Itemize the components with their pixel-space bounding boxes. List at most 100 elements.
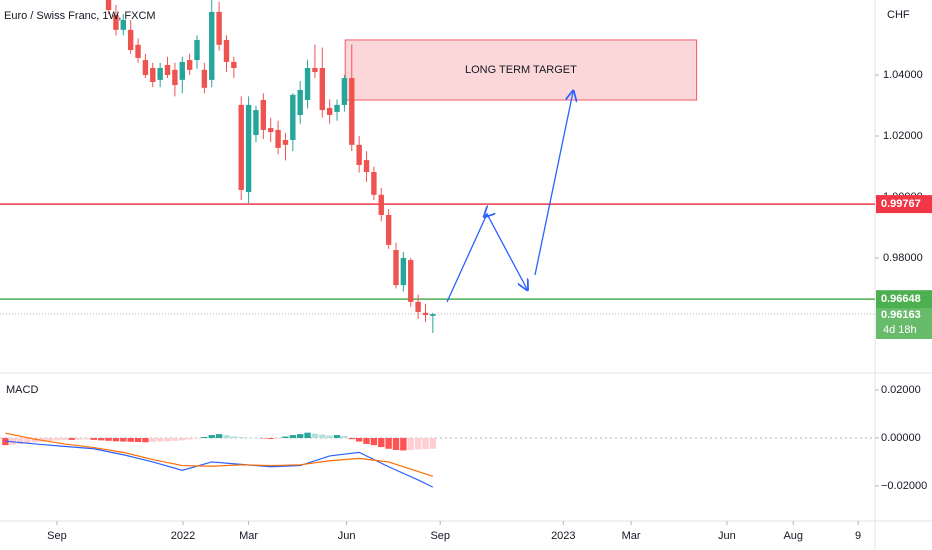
target-zone [344, 39, 698, 101]
candle-body [275, 129, 281, 148]
x-tick-label: Aug [783, 530, 803, 542]
histogram-bar [326, 435, 333, 438]
histogram-bar [68, 437, 75, 440]
histogram-bar [282, 436, 289, 438]
y-tick-label: 0.98000 [883, 252, 923, 264]
x-tick-label: Jun [718, 530, 736, 542]
histogram-bar [201, 437, 208, 438]
histogram-bar [16, 437, 24, 445]
histogram-bar [296, 434, 304, 438]
histogram-bar [171, 437, 179, 441]
histogram-bar [422, 437, 429, 449]
candle-body [157, 67, 163, 80]
candle-body [393, 250, 399, 286]
histogram-bar [274, 437, 282, 439]
histogram-bar [341, 436, 348, 438]
histogram-bar [186, 437, 193, 440]
candle-body [245, 104, 252, 193]
forecast-arrow [534, 92, 573, 276]
histogram-bar [348, 437, 355, 440]
histogram-bar [400, 437, 407, 451]
candle-body [194, 39, 200, 61]
chart-title: Euro / Swiss Franc, 1W, FXCM [4, 10, 156, 22]
histogram-bar [105, 437, 112, 441]
y-axis-label: CHF [887, 9, 910, 21]
price-label: 0.96648 [881, 293, 921, 305]
histogram-bar [385, 437, 392, 449]
candle-body [260, 100, 267, 130]
histogram-bar [156, 437, 164, 442]
histogram-bar [355, 437, 363, 442]
candle-body [113, 14, 119, 30]
candle-body [400, 257, 407, 286]
candle-body [378, 194, 384, 215]
histogram-bar [319, 434, 326, 438]
candle-body [231, 61, 237, 68]
candle-body [150, 67, 156, 83]
last-price-box [876, 305, 932, 339]
histogram-bar [46, 437, 53, 441]
target-label: LONG TERM TARGET [465, 64, 577, 76]
histogram-bar [179, 437, 186, 441]
candle-body [341, 78, 348, 105]
histogram-bar [164, 437, 171, 442]
candle-body [282, 139, 289, 145]
candle-body [304, 67, 311, 101]
price-label: 0.99767 [881, 198, 921, 210]
candle-body [105, 0, 112, 11]
histogram-bar [134, 437, 142, 443]
y2-tick-label: 0.02000 [881, 384, 921, 396]
candle-body [415, 301, 421, 312]
candle-body [356, 144, 362, 165]
price-label-box [876, 290, 932, 309]
candle-body [209, 11, 215, 80]
histogram-bar [142, 437, 149, 443]
histogram-bar [363, 437, 370, 444]
candle-body [268, 128, 274, 133]
histogram-bar [208, 435, 215, 438]
histogram-bar [230, 436, 238, 438]
histogram-bar [333, 435, 341, 438]
candle-body [179, 61, 185, 80]
histogram-bar [83, 437, 90, 440]
histogram-bar [370, 437, 378, 446]
histogram-bar [61, 437, 68, 440]
candle-body [216, 11, 222, 45]
histogram-bar [311, 433, 319, 438]
histogram-bar [215, 434, 223, 438]
indicator-line [5, 432, 434, 477]
histogram-bar [223, 435, 230, 438]
histogram-bar [31, 437, 39, 443]
histogram-bar [127, 437, 134, 442]
candle-body [408, 260, 414, 302]
candle-body [363, 160, 370, 172]
y2-tick-label: 0.00000 [881, 432, 921, 444]
histogram-bar [112, 437, 120, 442]
histogram-bar [304, 432, 311, 438]
histogram-bar [429, 437, 437, 449]
y-tick-label: 1.04000 [883, 69, 923, 81]
histogram-bar [53, 437, 61, 441]
histogram-bar [75, 437, 83, 440]
candle-body [172, 69, 178, 86]
candle-body [164, 64, 171, 76]
x-tick-label: 2022 [171, 530, 195, 542]
histogram-bar [97, 437, 105, 441]
candle-body [422, 312, 429, 315]
x-tick-label: Mar [239, 530, 258, 542]
histogram-bar [378, 437, 385, 448]
y-tick-label: 1.02000 [883, 130, 923, 142]
histogram-bar [149, 437, 156, 442]
histogram-bar [193, 437, 201, 439]
countdown: 4d 18h [883, 324, 917, 336]
candle-body [120, 19, 127, 30]
forecast-arrow-head [485, 214, 487, 216]
histogram-bar [90, 437, 98, 440]
histogram-bar [392, 437, 400, 450]
y2-tick-label: −0.02000 [881, 480, 927, 492]
x-tick-label: Sep [430, 530, 450, 542]
histogram-bar [267, 437, 274, 439]
candle-body [371, 171, 377, 195]
